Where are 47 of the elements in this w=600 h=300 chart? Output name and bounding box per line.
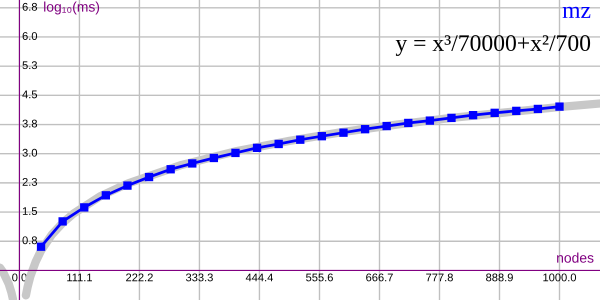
- x-tick-label: 555.6: [306, 274, 333, 282]
- y-tick-label: 3.8: [22, 120, 38, 128]
- point: [555, 102, 564, 111]
- y-axis-title: log₁₀(ms): [44, 2, 100, 14]
- x-tick-label: 333.3: [186, 274, 213, 282]
- point: [123, 181, 132, 190]
- point: [382, 122, 391, 130]
- x-tick-label: 444.4: [246, 274, 274, 282]
- point: [490, 108, 499, 118]
- point: [339, 128, 348, 137]
- point: [274, 140, 283, 148]
- y-tick-label: 6.8: [22, 2, 38, 11]
- point: [318, 132, 326, 140]
- point: [512, 106, 520, 116]
- point: [426, 116, 434, 125]
- point: [102, 191, 110, 200]
- point: [58, 217, 67, 226]
- point: [210, 154, 218, 162]
- point: [144, 172, 154, 182]
- y-tick-label: 0.8: [22, 236, 38, 244]
- point: [188, 159, 196, 168]
- x-tick-label: 222.2: [126, 274, 153, 282]
- point: [80, 203, 88, 212]
- point: [252, 144, 262, 152]
- x-tick-label: 1000.0: [543, 274, 576, 282]
- y-tick-label: 2.3: [22, 178, 38, 186]
- point: [166, 165, 175, 174]
- point: [360, 125, 370, 134]
- annotation: y = x³/70000+x²/700: [396, 35, 590, 56]
- x-tick-label: 666.7: [366, 274, 393, 282]
- point: [231, 148, 240, 158]
- x-tick-label: 777.8: [426, 274, 453, 282]
- y-tick-label: 5.3: [22, 61, 38, 70]
- point: [447, 114, 456, 122]
- x-tick-label: 888.9: [486, 274, 513, 282]
- point: [404, 118, 412, 128]
- y-tick-label: 3.0: [22, 148, 38, 157]
- y-tick-label: 1.5: [22, 207, 38, 216]
- point: [468, 111, 478, 120]
- x-tick-label: 111.1: [67, 274, 92, 282]
- point: [296, 136, 304, 144]
- point: [534, 104, 542, 114]
- text: mz: [562, 6, 590, 18]
- x-axis-title: nodes: [557, 252, 594, 263]
- y-tick-label: 6.0: [22, 32, 38, 40]
- point: [36, 242, 46, 251]
- y-tick-label: 4.5: [22, 90, 38, 98]
